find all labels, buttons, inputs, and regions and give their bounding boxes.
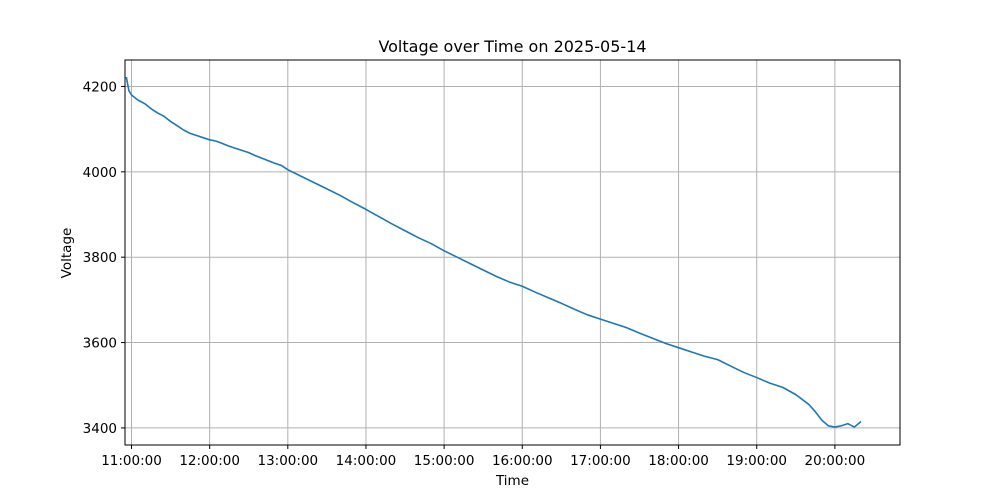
y-tick-label: 3600 xyxy=(83,336,117,352)
chart-title: Voltage over Time on 2025-05-14 xyxy=(378,37,646,56)
x-tick-label: 17:00:00 xyxy=(570,453,631,469)
plot-frame xyxy=(124,59,901,446)
y-tick-label: 3400 xyxy=(83,421,117,437)
y-axis: 3400 3600 3800 4000 4200 xyxy=(83,79,125,437)
y-tick-label: 3800 xyxy=(83,250,117,266)
x-tick-label: 11:00:00 xyxy=(101,453,162,469)
y-axis-title: Voltage xyxy=(59,228,75,279)
x-axis-title: Time xyxy=(495,473,529,489)
x-tick-label: 16:00:00 xyxy=(492,453,553,469)
x-tick-label: 18:00:00 xyxy=(648,453,709,469)
y-tick-label: 4200 xyxy=(83,79,117,95)
x-tick-label: 12:00:00 xyxy=(179,453,240,469)
x-tick-label: 19:00:00 xyxy=(726,453,787,469)
y-tick-label: 4000 xyxy=(83,165,117,181)
x-tick-label: 14:00:00 xyxy=(336,453,397,469)
x-tick-label: 15:00:00 xyxy=(414,453,475,469)
x-tick-label: 13:00:00 xyxy=(257,453,318,469)
x-axis: 11:00:00 12:00:00 13:00:00 14:00:00 15:00:00… xyxy=(101,445,865,469)
x-tick-label: 20:00:00 xyxy=(805,453,866,469)
grid xyxy=(125,60,900,445)
series-layer xyxy=(125,76,862,428)
series-line xyxy=(125,76,862,428)
